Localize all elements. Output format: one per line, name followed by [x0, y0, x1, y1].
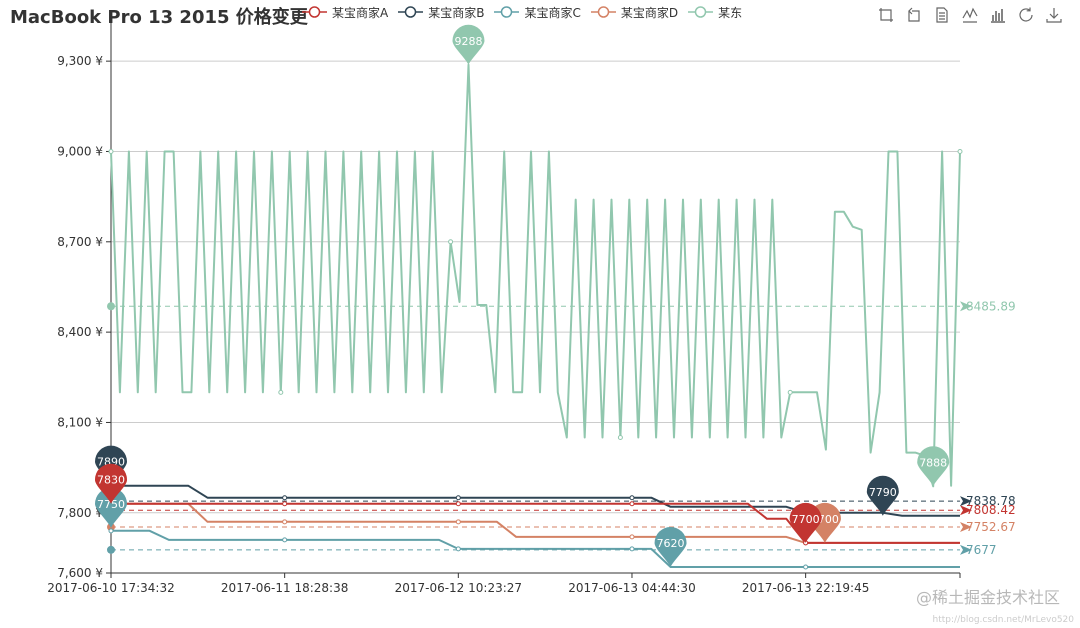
average-label-2: 7677 [966, 543, 997, 557]
watermark-url: http://blog.csdn.net/MrLevo520 [932, 615, 1074, 625]
min-pin-4-label: 7888 [919, 456, 947, 469]
y-tick-label: 9,000 ¥ [57, 144, 103, 158]
series-point-2 [282, 537, 288, 543]
series-point-2 [108, 528, 114, 534]
markpoints: 9288788878307700775076207890779078307700 [95, 24, 950, 567]
average-arrow-2 [960, 544, 972, 555]
series-point-4 [448, 239, 454, 245]
data-view-icon[interactable] [934, 7, 950, 23]
min-pin-4-shape [917, 446, 950, 487]
legend-item-a[interactable]: 某宝商家A [302, 4, 388, 20]
series-line-0 [111, 502, 960, 544]
average-label-1: 7838.78 [966, 494, 1016, 508]
series-point-4 [787, 389, 793, 395]
average-arrow-0 [960, 505, 972, 516]
max-pin-0: 7830 [95, 463, 127, 504]
legend-label-a: 某宝商家A [332, 5, 389, 20]
series-point-0 [455, 501, 461, 507]
series-point-3 [282, 519, 288, 525]
series-point-3 [629, 534, 635, 540]
series-line-4 [110, 63, 961, 488]
max-pin-0-label: 7830 [97, 474, 125, 487]
y-tick-label: 8,400 ¥ [57, 325, 103, 339]
toolbox [878, 7, 1062, 23]
max-pin-0-shape [95, 463, 127, 504]
series-point-4 [617, 435, 623, 441]
line-chart-icon[interactable] [962, 7, 978, 23]
grid [111, 60, 960, 574]
legend-label-b: 某宝商家B [428, 5, 485, 20]
series-point-1 [455, 495, 461, 501]
chart-title: MacBook Pro 13 2015 价格变更 [10, 7, 308, 28]
series-point-2 [629, 546, 635, 552]
min-pin-2: 7620 [654, 526, 687, 567]
restore-icon[interactable] [1018, 7, 1034, 23]
series-point-3 [455, 519, 461, 525]
series-point-1 [629, 495, 635, 501]
legend-item-b[interactable]: 某宝商家B [398, 4, 484, 20]
average-arrow-4 [960, 301, 972, 312]
legend-item-e[interactable]: 某东 [688, 4, 742, 20]
series-point-4 [957, 148, 963, 154]
x-tick-label: 2017-06-13 22:19:45 [742, 581, 869, 595]
max-pin-2: 7750 [95, 487, 127, 528]
min-pin-1-shape [866, 475, 899, 516]
zoom-reset-icon[interactable] [906, 7, 922, 23]
average-line-start-4 [107, 302, 115, 311]
average-arrow-3 [960, 522, 972, 533]
legend-item-d[interactable]: 某宝商家D [590, 4, 679, 20]
min-pin-0-shape [789, 502, 822, 543]
average-label-4: 8485.89 [966, 299, 1016, 313]
min-pin-0: 7700 [789, 502, 822, 543]
bar-chart-icon[interactable] [990, 7, 1006, 23]
series-lines [108, 63, 963, 570]
legend-item-c[interactable]: 某宝商家C [494, 4, 581, 20]
axes: 7,600 ¥ 7,800 ¥ 8,100 ¥ 8,400 ¥ 8,700 ¥ 9,000… [47, 22, 961, 595]
legend-label-c: 某宝商家C [524, 5, 581, 20]
x-tick-label: 2017-06-10 17:34:32 [47, 581, 174, 595]
series-point-4 [278, 389, 284, 395]
y-tick-label: 8,700 ¥ [57, 235, 103, 249]
zoom-icon[interactable] [878, 7, 894, 23]
series-point-0 [282, 501, 288, 507]
series-point-0 [629, 501, 635, 507]
series-point-2 [803, 564, 809, 570]
max-pin-4-shape [452, 24, 485, 65]
legend-label-d: 某宝商家D [620, 5, 679, 20]
average-label-3: 7752.67 [966, 520, 1016, 534]
min-pin-2-shape [654, 526, 687, 567]
legend-label-e: 某东 [718, 5, 743, 20]
x-tick-label: 2017-06-13 04:44:30 [568, 581, 695, 595]
average-line-start-2 [107, 545, 115, 554]
max-pin-2-label: 7750 [97, 498, 125, 511]
y-tick-label: 8,100 ¥ [57, 415, 103, 429]
series-point-2 [455, 546, 461, 552]
series-line-2 [111, 529, 960, 568]
min-pin-1: 7790 [866, 475, 899, 516]
max-pin-4: 9288 [452, 24, 485, 65]
series-point-1 [282, 495, 288, 501]
y-tick-label: 7,800 ¥ [57, 506, 103, 520]
min-pin-1-label: 7790 [869, 486, 897, 499]
download-icon[interactable] [1046, 7, 1062, 23]
max-pin-4-label: 9288 [454, 35, 482, 48]
watermark: @稀土掘金技术社区 [915, 588, 1060, 607]
max-pin-2-shape [95, 487, 127, 528]
legend: 某宝商家A 某宝商家B 某宝商家C 某宝商家D 某东 [302, 4, 752, 20]
x-tick-label: 2017-06-12 10:23:27 [395, 581, 522, 595]
min-pin-4: 7888 [917, 446, 950, 487]
x-tick-label: 2017-06-11 18:28:38 [221, 581, 348, 595]
average-label-0: 7808.42 [966, 503, 1016, 517]
y-tick-label: 7,600 ¥ [57, 566, 103, 580]
series-point-4 [108, 148, 114, 154]
y-tick-label: 9,300 ¥ [57, 54, 103, 68]
min-pin-2-label: 7620 [657, 537, 685, 550]
average-arrow-1 [960, 496, 972, 507]
min-pin-0-label: 7700 [792, 513, 820, 526]
